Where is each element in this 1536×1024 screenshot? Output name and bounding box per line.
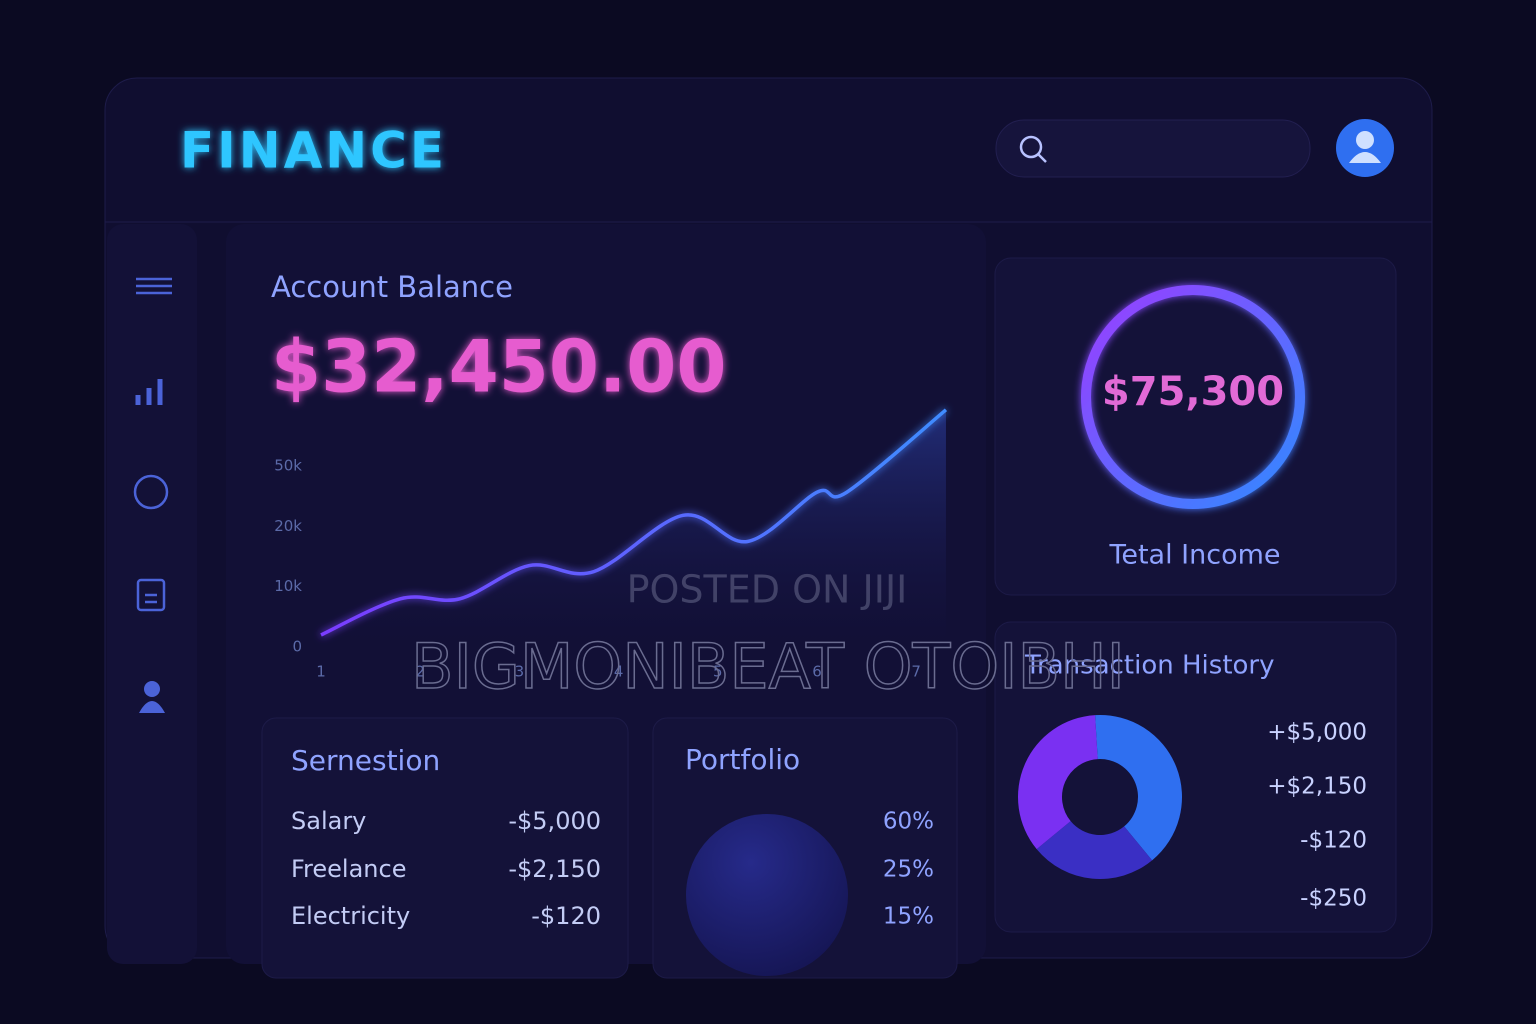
row-amount: -$5,000 — [508, 807, 601, 835]
x-tick-label: 4 — [614, 663, 624, 681]
search-icon-handle — [1037, 153, 1047, 163]
watermark: BIGMONIBEAT OTOIBHI — [411, 630, 1125, 703]
user-icon-head[interactable] — [144, 681, 160, 697]
chart-area — [321, 409, 946, 647]
search-icon — [1019, 135, 1043, 159]
document-icon[interactable] — [136, 578, 166, 612]
user-icon-body — [139, 701, 165, 713]
search-box[interactable] — [995, 119, 1311, 178]
income-label: Tetal Income — [1108, 540, 1280, 571]
income-ring — [1081, 285, 1305, 509]
portfolio-share: 15% — [883, 904, 934, 930]
portfolio-shares: 60% 25% 15% — [883, 809, 934, 930]
y-tick-label: 10k — [274, 577, 302, 595]
balance-chart: 0 10k 20k 50k 1 2 3 4 5 6 7 — [274, 408, 948, 681]
document-lines — [145, 593, 157, 604]
x-tick-label: 6 — [812, 663, 822, 681]
transaction-title: Transaction History — [1024, 651, 1275, 681]
chart-icon[interactable] — [135, 379, 163, 405]
portfolio-title: Portfolio — [685, 743, 800, 776]
sernestion-title: Sernestion — [291, 744, 440, 777]
x-tick-label: 3 — [515, 663, 525, 681]
x-tick-label: 2 — [415, 663, 425, 681]
transaction-list: +$5,000 +$2,150 -$120 -$250 — [1267, 720, 1367, 912]
transaction-amount: -$120 — [1300, 828, 1367, 854]
portfolio-graphic — [686, 814, 848, 976]
balance-amount: $32,450.00 — [271, 325, 726, 409]
watermark: POSTED ON JIJI — [627, 568, 908, 612]
x-tick-label: 1 — [316, 663, 326, 681]
row-amount: -$120 — [531, 902, 601, 930]
app-title: FINANCE — [180, 122, 447, 180]
row-label: Electricity — [291, 902, 410, 930]
row-label: Freelance — [291, 855, 406, 883]
x-tick-label: 5 — [713, 663, 723, 681]
y-tick-label: 0 — [292, 638, 302, 656]
row-amount: -$2,150 — [508, 855, 601, 883]
balance-label: Account Balance — [271, 270, 513, 304]
transaction-amount: +$5,000 — [1267, 720, 1367, 746]
chart-line — [320, 408, 948, 637]
x-tick-label: 7 — [911, 663, 921, 681]
avatar-body — [1349, 152, 1381, 163]
transaction-amount: +$2,150 — [1267, 774, 1367, 800]
avatar-head — [1356, 131, 1374, 149]
y-tick-label: 20k — [274, 517, 302, 535]
portfolio-share: 25% — [883, 857, 934, 883]
donut-segment — [1036, 821, 1153, 879]
portfolio-share: 60% — [883, 809, 934, 835]
transaction-donut — [1018, 715, 1182, 879]
sernestion-card — [261, 717, 629, 979]
sernestion-rows: Salary -$5,000 Freelance -$2,150 Electricity… — [291, 807, 601, 930]
transaction-amount: -$250 — [1300, 886, 1367, 912]
row-label: Salary — [291, 807, 366, 835]
income-amount: $75,300 — [1102, 369, 1284, 415]
income-card — [994, 257, 1397, 596]
menu-icon[interactable] — [136, 277, 172, 295]
target-icon[interactable] — [133, 474, 169, 510]
donut-segment — [1018, 715, 1098, 850]
donut-segment — [1095, 715, 1182, 861]
y-tick-label: 50k — [274, 457, 302, 475]
